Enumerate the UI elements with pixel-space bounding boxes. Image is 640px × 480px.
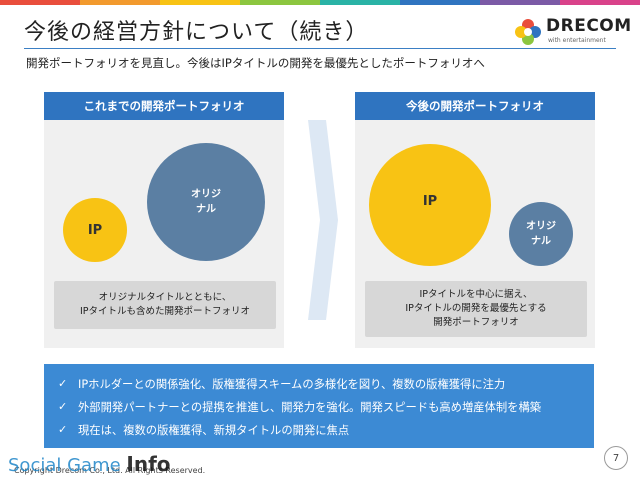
bullet-text: IPホルダーとの関係強化、版権獲得スキームの多様化を図り、複数の版権獲得に注力 [78, 377, 506, 391]
logo-tagline: with entertainment [548, 37, 606, 44]
caption-line-2: IPタイトルも含めた開発ポートフォリオ [79, 306, 251, 317]
original-circle-small: オリジナル [509, 202, 573, 266]
top-color-stripe [0, 0, 640, 5]
ip-circle-small: IP [63, 198, 127, 262]
copyright-text: Copyright Drecom Co., Ltd. All Rights Re… [14, 466, 206, 475]
bullet-text: 外部開発パートナーとの提携を推進し、開発力を強化。開発スピードも高め増産体制を構… [78, 400, 542, 414]
original-label: オリジナル [191, 189, 221, 215]
caption-line-2: IPタイトルの開発を最優先とする [405, 303, 547, 314]
ip-circle-large: IP [369, 144, 491, 266]
original-label: オリジナル [526, 221, 556, 247]
current-portfolio-caption: オリジナルタイトルとともに、 IPタイトルも含めた開発ポートフォリオ [54, 281, 276, 329]
bullet-text: 現在は、複数の版権獲得、新規タイトルの開発に焦点 [78, 423, 350, 437]
social-game-info-watermark: Social Game Info [8, 452, 171, 476]
strategy-bullet-box: ✓ IPホルダーとの関係強化、版権獲得スキームの多様化を図り、複数の版権獲得に注… [44, 364, 594, 448]
caption-line-3: 開発ポートフォリオ [433, 317, 519, 328]
check-icon: ✓ [58, 400, 68, 413]
bullet-item: ✓ 現在は、複数の版権獲得、新規タイトルの開発に焦点 [58, 418, 580, 441]
logo-flower-icon [515, 19, 541, 45]
future-portfolio-caption: IPタイトルを中心に据え、 IPタイトルの開発を最優先とする 開発ポートフォリオ [365, 281, 587, 337]
current-portfolio-header: これまでの開発ポートフォリオ [44, 92, 284, 120]
watermark-prefix: Social Game [8, 455, 127, 476]
page-number: 7 [604, 446, 628, 470]
logo-name: DRECOM [546, 16, 632, 36]
transition-arrow-icon [308, 120, 338, 320]
slide-title: 今後の経営方針について（続き） [24, 20, 369, 45]
check-icon: ✓ [58, 377, 68, 390]
future-portfolio-header: 今後の開発ポートフォリオ [355, 92, 595, 120]
drecom-logo: DRECOM with entertainment [514, 16, 631, 48]
future-portfolio-panel: 今後の開発ポートフォリオ IP オリジナル IPタイトルを中心に据え、 IPタイ… [355, 92, 595, 348]
caption-line-1: IPタイトルを中心に据え、 [419, 289, 533, 300]
title-underline [24, 48, 616, 49]
bullet-item: ✓ IPホルダーとの関係強化、版権獲得スキームの多様化を図り、複数の版権獲得に注… [58, 372, 580, 395]
caption-line-1: オリジナルタイトルとともに、 [98, 292, 232, 303]
slide-subtitle: 開発ポートフォリオを見直し。今後はIPタイトルの開発を最優先としたポートフォリオ… [26, 56, 485, 70]
original-circle-large: オリジナル [147, 143, 265, 261]
bullet-item: ✓ 外部開発パートナーとの提携を推進し、開発力を強化。開発スピードも高め増産体制… [58, 395, 580, 418]
check-icon: ✓ [58, 423, 68, 436]
current-portfolio-panel: これまでの開発ポートフォリオ IP オリジナル オリジナルタイトルとともに、 I… [44, 92, 284, 348]
ip-label: IP [422, 194, 438, 209]
watermark-bold: Info [126, 452, 171, 476]
ip-label: IP [87, 222, 103, 238]
